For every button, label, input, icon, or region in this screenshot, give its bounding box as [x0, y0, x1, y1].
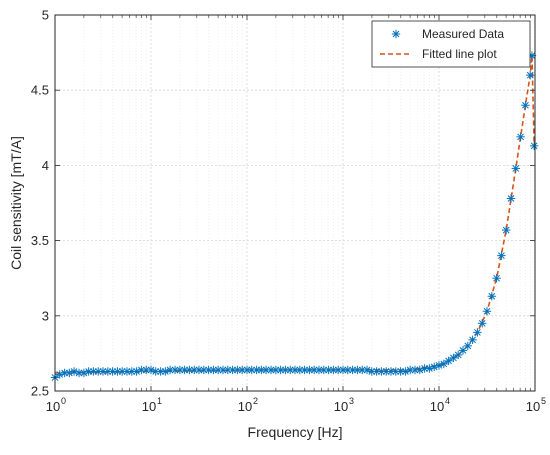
x-tick-label: 10 3: [334, 396, 354, 414]
data-point: [247, 365, 256, 375]
data-point: [492, 274, 501, 283]
data-point: [362, 365, 372, 375]
x-tick-label-exponent: 5: [541, 396, 546, 406]
plot-frame: [54, 14, 536, 392]
data-point: [425, 364, 434, 373]
data-point: [69, 367, 79, 376]
legend-box: [371, 20, 531, 68]
x-axis-label: Frequency [Hz]: [248, 424, 343, 440]
data-point: [204, 365, 213, 375]
data-point: [478, 319, 487, 328]
x-tick-label-exponent: 1: [157, 396, 162, 406]
data-point: [74, 368, 84, 378]
legend-measured-label: Measured Data: [422, 27, 504, 41]
data-point: [141, 365, 151, 375]
x-tick-label-base: 10: [238, 399, 252, 414]
data-point: [329, 365, 338, 375]
data-point: [89, 367, 98, 376]
y-tick-label: 4: [42, 158, 49, 173]
series-layer: [50, 51, 539, 382]
data-point: [218, 365, 228, 375]
legend-fitted-label: Fitted line plot: [422, 47, 497, 61]
data-point: [79, 368, 89, 378]
data-point: [473, 328, 482, 337]
plot-area: [55, 15, 535, 391]
data-point: [190, 365, 199, 375]
data-point: [482, 307, 492, 316]
x-tick-label: 10 2: [238, 396, 258, 414]
legend-asterisk-icon: [391, 29, 401, 39]
x-tick-label-exponent: 4: [445, 396, 450, 406]
x-tick-label-base: 10: [430, 399, 444, 414]
data-point: [353, 365, 362, 375]
data-point: [444, 356, 453, 366]
data-point: [420, 364, 429, 373]
data-point: [127, 367, 137, 376]
data-point: [463, 341, 473, 351]
data-point: [497, 251, 506, 260]
data-point: [185, 365, 194, 375]
x-tick-label: 10 4: [430, 396, 450, 414]
data-point: [502, 225, 511, 235]
x-tick-label-base: 10: [334, 399, 348, 414]
data-point: [525, 70, 535, 80]
y-tick-label: 3: [42, 308, 49, 323]
data-point: [324, 365, 333, 375]
y-tick-label: 5: [42, 8, 49, 23]
data-point: [314, 365, 324, 375]
data-point: [521, 101, 530, 110]
data-point: [506, 194, 516, 203]
y-tick-label: 2.5: [31, 384, 49, 399]
y-tick-label: 4.5: [31, 83, 49, 98]
data-point: [117, 367, 127, 376]
data-point: [65, 368, 74, 378]
data-point: [439, 359, 448, 369]
data-point: [281, 365, 290, 375]
tick-labels: 10 0 10 1 10 2 10 3 10 4 10 52.533.544.55: [31, 8, 546, 415]
data-point: [377, 367, 386, 376]
x-tick-label-exponent: 0: [61, 396, 66, 406]
x-tick-label-base: 10: [142, 399, 156, 414]
x-tick-label: 10 1: [142, 396, 162, 414]
ticks: [54, 14, 536, 392]
y-axis-label: Coil sensitivity [mT/A]: [8, 136, 24, 270]
data-point: [449, 353, 458, 363]
legend-measured-marker: [391, 29, 401, 39]
data-point: [386, 367, 396, 376]
x-tick-label-exponent: 2: [253, 396, 258, 406]
legend: Measured Data Fitted line plot: [371, 20, 531, 68]
data-point: [468, 335, 477, 345]
data-point: [290, 365, 300, 375]
data-point: [529, 141, 539, 151]
data-point: [454, 350, 463, 360]
data-point: [358, 365, 367, 375]
data-point: [199, 365, 209, 375]
data-point: [165, 365, 175, 375]
data-point: [103, 367, 113, 376]
data-point: [511, 164, 521, 173]
x-tick-label: 10 5: [526, 396, 546, 414]
x-tick-label: 10 0: [46, 396, 66, 414]
x-tick-label-base: 10: [46, 399, 60, 414]
x-tick-label-exponent: 3: [349, 396, 354, 406]
x-tick-label-base: 10: [526, 399, 540, 414]
data-point: [487, 292, 496, 301]
y-tick-label: 3.5: [31, 233, 49, 248]
data-point: [516, 132, 525, 142]
